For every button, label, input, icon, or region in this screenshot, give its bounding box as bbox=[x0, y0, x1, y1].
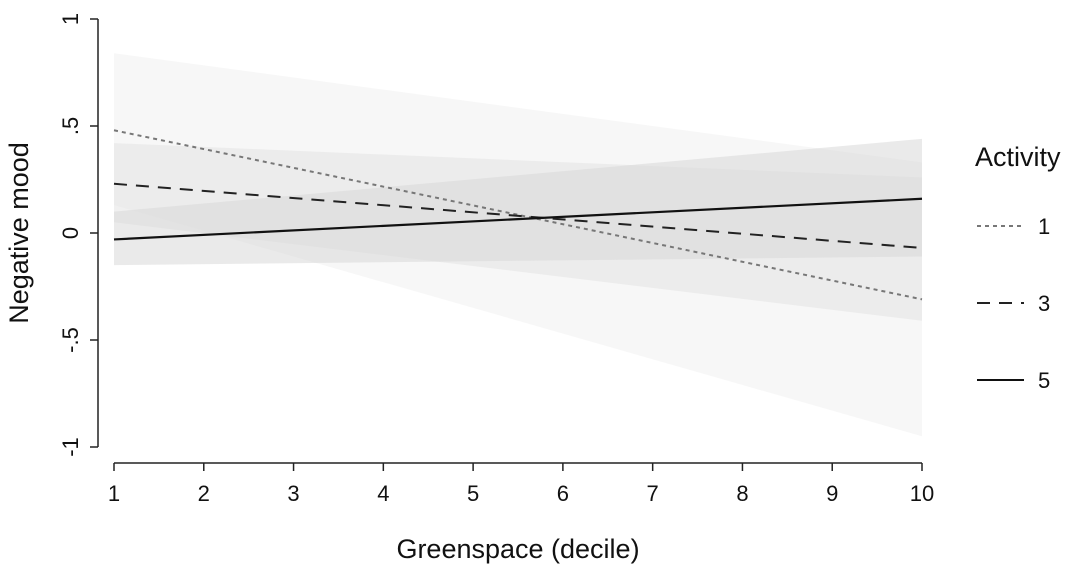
x-axis-title: Greenspace (decile) bbox=[396, 534, 639, 564]
x-tick-label: 4 bbox=[377, 481, 389, 506]
y-tick-label: .5 bbox=[58, 117, 83, 135]
y-tick-label: 0 bbox=[58, 227, 83, 239]
legend: Activity 1 3 5 bbox=[975, 142, 1061, 393]
axes: 1 2 3 4 5 6 7 8 9 10 1 .5 0 -.5 -1 bbox=[58, 13, 934, 506]
legend-label-1: 1 bbox=[1038, 214, 1050, 239]
x-tick-label: 10 bbox=[910, 481, 934, 506]
legend-label-3: 3 bbox=[1038, 291, 1050, 316]
x-tick-label: 9 bbox=[826, 481, 838, 506]
y-tick-label: -.5 bbox=[58, 327, 83, 353]
x-tick-label: 2 bbox=[198, 481, 210, 506]
line-activity-3 bbox=[113, 182, 923, 249]
x-tick-label: 3 bbox=[287, 481, 299, 506]
x-tick-label: 7 bbox=[647, 481, 659, 506]
series-lines bbox=[113, 129, 923, 301]
ci-band-activity-5 bbox=[114, 138, 922, 266]
y-tick-label: -1 bbox=[58, 437, 83, 457]
legend-title: Activity bbox=[975, 142, 1061, 172]
legend-label-5: 5 bbox=[1038, 368, 1050, 393]
x-tick-label: 8 bbox=[736, 481, 748, 506]
x-tick-label: 6 bbox=[557, 481, 569, 506]
confidence-bands bbox=[114, 53, 922, 437]
x-tick-label: 5 bbox=[467, 481, 479, 506]
y-axis-title: Negative mood bbox=[4, 142, 34, 324]
line-activity-5 bbox=[113, 197, 923, 241]
y-tick-label: 1 bbox=[58, 13, 83, 25]
x-tick-label: 1 bbox=[108, 481, 120, 506]
line-activity-1 bbox=[113, 129, 923, 301]
